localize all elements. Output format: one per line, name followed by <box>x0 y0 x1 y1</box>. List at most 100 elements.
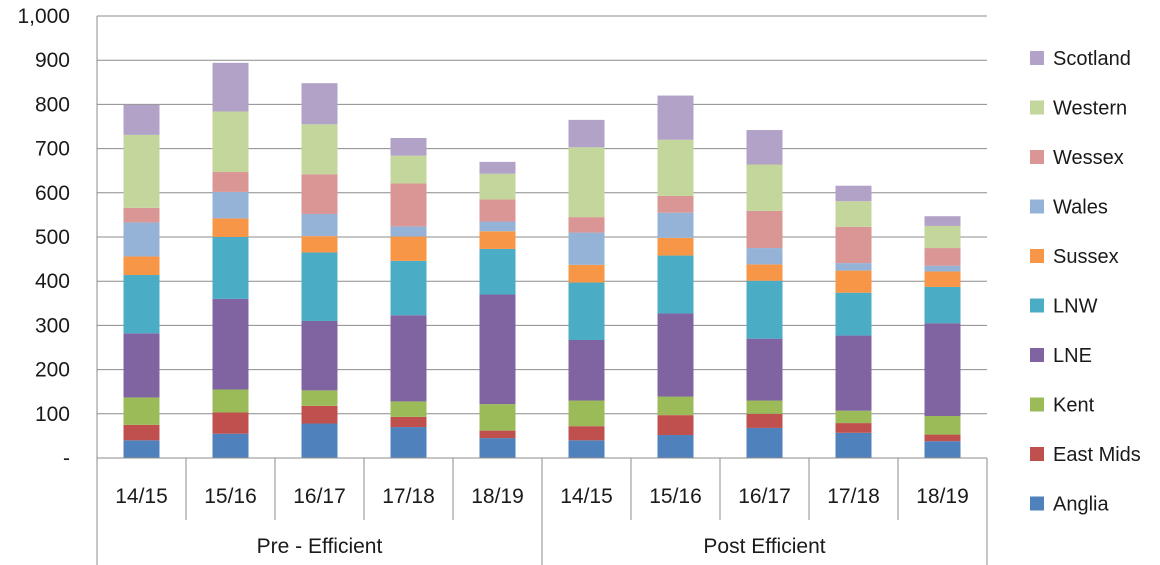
bar-segment-sussex <box>835 270 872 293</box>
bar-segment-scotland <box>123 104 160 135</box>
bar-segment-wales <box>924 265 961 272</box>
legend-swatch <box>1030 150 1044 164</box>
bar-segment-western <box>212 111 249 173</box>
bar-segment-scotland <box>568 119 605 148</box>
x-tick-label: 17/18 <box>382 485 435 508</box>
bar-segment-anglia <box>924 441 961 458</box>
bar-segment-scotland <box>212 62 249 112</box>
bar-segment-lne <box>212 298 249 390</box>
bar-segment-kent <box>657 396 694 416</box>
bar-segment-wessex <box>123 207 160 223</box>
bar-segment-east-mids <box>657 415 694 436</box>
bar-segment-wessex <box>390 183 427 227</box>
x-tick-label: 14/15 <box>560 485 613 508</box>
bar-segment-east-mids <box>479 430 516 439</box>
y-tick-label: - <box>63 447 70 470</box>
bar-segment-anglia <box>123 440 160 458</box>
bar-segment-lne <box>924 323 961 417</box>
legend-label: Western <box>1053 98 1127 120</box>
legend: Scotland Western Wessex Wales Sussex LNW LNE Ke… <box>1030 48 1141 516</box>
legend-label: East Mids <box>1053 444 1141 466</box>
x-tick-label: 16/17 <box>293 485 346 508</box>
bar-segment-kent <box>123 397 160 425</box>
bar-segment-anglia <box>657 435 694 458</box>
bar-segment-anglia <box>301 423 338 458</box>
bar-segment-lne <box>123 333 160 398</box>
bar-segment-lnw <box>123 275 160 334</box>
bar-segment-east-mids <box>835 423 872 433</box>
bar-segment-kent <box>390 401 427 417</box>
y-tick-label: 800 <box>35 93 70 116</box>
bar-segment-kent <box>835 410 872 424</box>
bar-segment-lnw <box>568 282 605 340</box>
bar-segment-wessex <box>924 248 961 266</box>
x-axis <box>96 16 988 565</box>
legend-label: LNW <box>1053 296 1098 318</box>
x-tick-label: 16/17 <box>738 485 791 508</box>
bar-segment-anglia <box>568 440 605 458</box>
bar-segment-sussex <box>390 236 427 261</box>
bar-segment-sussex <box>479 231 516 249</box>
bar-segment-kent <box>212 389 249 413</box>
x-axis-tick-labels: 14/15 15/16 16/17 17/18 18/19 14/15 15/16 16/17… <box>115 485 969 508</box>
bar-segment-kent <box>301 390 338 406</box>
legend-swatch <box>1030 100 1044 115</box>
bar-segment-lnw <box>301 252 338 321</box>
bar-segment-western <box>479 173 516 200</box>
bar-segment-wales <box>568 232 605 265</box>
bar-segment-wessex <box>746 210 783 249</box>
bar-segment-wales <box>301 214 338 237</box>
bar-segments <box>123 62 961 458</box>
legend-swatch <box>1030 199 1044 214</box>
y-axis-tick-labels: - 100 200 300 400 500 600 700 800 900 1,000 <box>17 5 70 470</box>
bar-segment-anglia <box>746 427 783 458</box>
y-tick-label: 200 <box>35 359 70 382</box>
bar-segment-western <box>301 124 338 175</box>
bar-segment-lnw <box>479 248 516 295</box>
bar-segment-scotland <box>301 83 338 125</box>
bar-segment-east-mids <box>568 426 605 441</box>
bar-segment-western <box>123 134 160 208</box>
y-tick-label: 900 <box>35 49 70 72</box>
legend-label: LNE <box>1053 345 1092 367</box>
bar-segment-scotland <box>924 216 961 226</box>
bar-segment-lnw <box>390 260 427 316</box>
bar-segment-kent <box>746 400 783 414</box>
y-tick-label: 1,000 <box>17 5 70 28</box>
x-axis-group-labels: Pre - Efficient Post Efficient <box>257 535 826 558</box>
bar-segment-sussex <box>301 236 338 253</box>
legend-swatch <box>1030 298 1044 313</box>
y-tick-label: 400 <box>35 270 70 293</box>
x-tick-label: 18/19 <box>916 485 969 508</box>
legend-swatch <box>1030 496 1044 511</box>
x-tick-label: 17/18 <box>827 485 880 508</box>
bar-segment-wales <box>479 221 516 232</box>
bar-segment-western <box>657 139 694 196</box>
bar-segment-wessex <box>479 199 516 222</box>
bar-segment-east-mids <box>301 405 338 424</box>
bar-segment-sussex <box>568 264 605 283</box>
bar-segment-east-mids <box>746 413 783 428</box>
bar-segment-scotland <box>390 137 427 156</box>
bar-segment-western <box>746 164 783 211</box>
y-tick-label: 300 <box>35 314 70 337</box>
legend-label: Wessex <box>1053 147 1124 169</box>
bar-segment-wessex <box>657 195 694 213</box>
bar-segment-western <box>924 225 961 249</box>
bar-segment-scotland <box>835 185 872 202</box>
bar-segment-lne <box>835 335 872 411</box>
bar-segment-wales <box>657 212 694 238</box>
legend-swatch <box>1030 397 1044 412</box>
bar-segment-sussex <box>212 218 249 237</box>
bar-segment-lne <box>301 320 338 391</box>
bar-segment-wales <box>212 191 249 219</box>
legend-swatch <box>1030 447 1044 461</box>
x-group-label: Pre - Efficient <box>257 535 383 558</box>
bar-segment-lne <box>568 339 605 401</box>
bar-segment-kent <box>568 400 605 427</box>
legend-label: Sussex <box>1053 246 1119 268</box>
bar-segment-wales <box>746 248 783 265</box>
bar-segment-sussex <box>657 237 694 256</box>
bar-segment-east-mids <box>212 412 249 434</box>
bar-segment-lnw <box>657 255 694 314</box>
